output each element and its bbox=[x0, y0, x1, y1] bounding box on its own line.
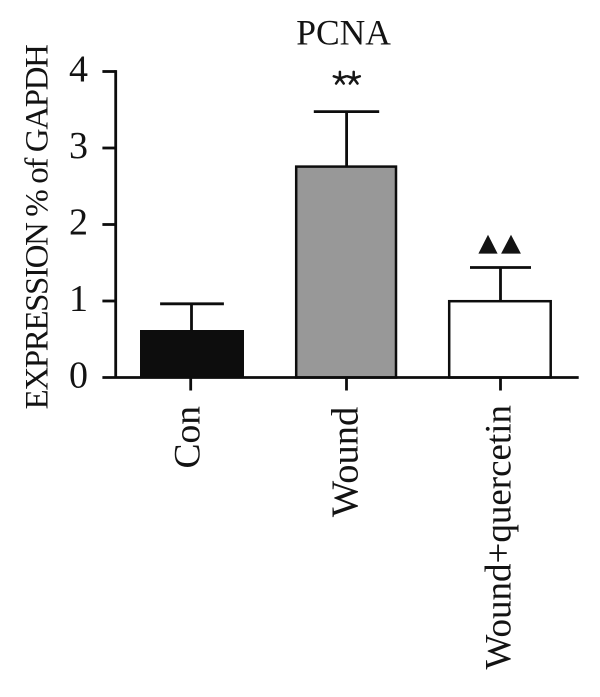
svg-text:Wound: Wound bbox=[325, 407, 367, 517]
svg-text:3: 3 bbox=[69, 125, 88, 167]
svg-text:Wound+quercetin: Wound+quercetin bbox=[479, 405, 520, 669]
svg-text:EXPRESSION % of GAPDH: EXPRESSION % of GAPDH bbox=[20, 45, 56, 409]
svg-text:4: 4 bbox=[69, 49, 88, 91]
svg-text:0: 0 bbox=[69, 355, 88, 397]
svg-text:Con: Con bbox=[168, 406, 209, 469]
svg-text:PCNA: PCNA bbox=[296, 12, 391, 52]
svg-text:2: 2 bbox=[69, 202, 88, 244]
svg-text:1: 1 bbox=[69, 278, 88, 320]
